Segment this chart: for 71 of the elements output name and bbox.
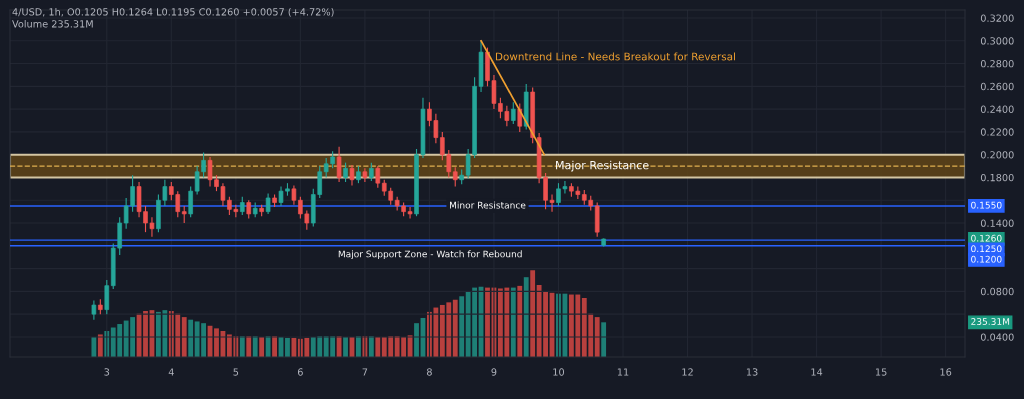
candlestick: [240, 196, 245, 216]
x-tick-label: 3: [104, 368, 110, 376]
candlestick: [375, 165, 381, 189]
x-tick-label: 16: [940, 368, 952, 376]
bar: [452, 299, 458, 357]
candlestick: [265, 192, 271, 215]
text: 0.1200: [971, 255, 1002, 263]
bar: [91, 337, 97, 357]
y-tick-label: 0.2000: [980, 151, 1014, 159]
bar: [143, 311, 148, 357]
x-tick-label: 12: [682, 368, 693, 376]
y-tick-label: 0.2600: [980, 82, 1014, 91]
bar: [459, 296, 465, 357]
ref-line-label: Minor Resistance: [450, 201, 526, 209]
x-tick-label: 14: [811, 368, 823, 376]
bar: [523, 277, 529, 357]
candlestick: [369, 162, 374, 182]
x-tick-label: 10: [553, 368, 565, 376]
x-tick-label: 9: [491, 368, 497, 376]
bar: [594, 317, 600, 357]
annotation: 4/USD, 1h, O0.1205 H0.1264 L0.1195 C0.1260 +0.0057 (+4.72%): [12, 8, 334, 17]
x-tick-label: 15: [876, 368, 887, 376]
bar: [485, 287, 490, 357]
x-tick-label: 4: [168, 368, 174, 376]
text: 0.1250: [971, 245, 1002, 253]
bar: [530, 270, 536, 357]
x-tick-label: 13: [746, 368, 758, 376]
candlestick: [362, 167, 368, 183]
candlestick: [91, 299, 97, 321]
y-tick-label: 0.1400: [980, 219, 1014, 227]
candlestick: [452, 166, 458, 188]
text: 0.1260: [971, 234, 1002, 242]
x-tick-label: 6: [297, 368, 303, 376]
bar: [181, 317, 187, 357]
y-tick-label: 0.2200: [980, 128, 1014, 136]
candlestick: [246, 199, 252, 220]
y-tick-label: 0.0400: [980, 333, 1014, 341]
bar: [97, 334, 103, 357]
y-tick-label: 0.3000: [980, 37, 1014, 45]
text: 235.31M: [971, 318, 1010, 325]
band-label: Major Resistance: [556, 160, 649, 172]
y-tick-label: 0.3200: [980, 14, 1014, 22]
bar: [214, 328, 219, 357]
bar: [291, 337, 297, 357]
bar: [414, 323, 419, 357]
x-tick-label: 11: [617, 368, 629, 376]
annotation: Downtrend Line - Needs Breakout for Reversal: [495, 52, 735, 61]
bar: [510, 287, 516, 357]
candlestick: [511, 101, 516, 125]
candlestick: [349, 164, 355, 186]
y-tick-label: 0.1800: [980, 173, 1014, 182]
bar: [259, 337, 265, 357]
ref-line-label: Major Support Zone - Watch for Rebound: [338, 250, 522, 260]
annotation: Volume 235.31M: [12, 20, 93, 28]
text: 0.1550: [971, 201, 1002, 209]
bar: [517, 285, 523, 357]
bar: [285, 337, 290, 357]
candlestick: [188, 186, 193, 218]
bar: [188, 319, 194, 357]
x-tick-label: 7: [362, 368, 368, 376]
y-tick-label: 0.2800: [980, 60, 1014, 68]
candlestick: [343, 162, 348, 183]
x-tick-label: 8: [426, 368, 432, 376]
candlestick: [336, 146, 342, 183]
y-tick-label: 0.2400: [980, 105, 1014, 113]
bar: [375, 337, 381, 357]
bar: [343, 337, 348, 357]
bar: [601, 322, 607, 357]
candlestick: [104, 279, 110, 315]
x-tick-label: 5: [233, 368, 239, 376]
y-tick-label: 0.0800: [980, 287, 1014, 296]
